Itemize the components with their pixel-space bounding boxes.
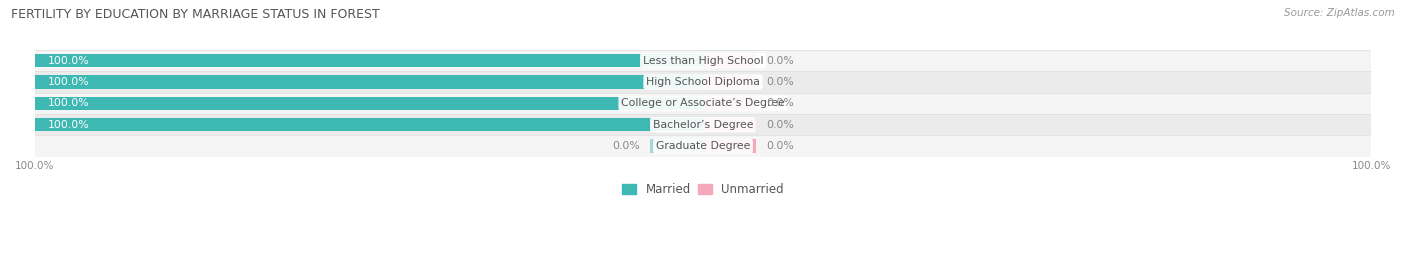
Bar (703, 97, 756, 110)
Bar (703, 54, 756, 67)
Text: Less than High School: Less than High School (643, 56, 763, 66)
Text: 100.0%: 100.0% (48, 98, 90, 108)
Bar (35, 50, 1371, 71)
Bar (35, 97, 703, 110)
Text: College or Associate’s Degree: College or Associate’s Degree (621, 98, 785, 108)
Text: Source: ZipAtlas.com: Source: ZipAtlas.com (1284, 8, 1395, 18)
Bar (650, 139, 703, 153)
Text: 0.0%: 0.0% (766, 141, 794, 151)
Text: 100.0%: 100.0% (48, 77, 90, 87)
Bar (703, 118, 756, 131)
Text: 0.0%: 0.0% (766, 56, 794, 66)
Bar (35, 135, 1371, 157)
Bar (703, 139, 756, 153)
Text: 100.0%: 100.0% (48, 56, 90, 66)
Bar (35, 93, 1371, 114)
Bar (35, 71, 1371, 93)
Text: 0.0%: 0.0% (612, 141, 640, 151)
Text: High School Diploma: High School Diploma (647, 77, 759, 87)
Text: Bachelor’s Degree: Bachelor’s Degree (652, 120, 754, 130)
Text: 0.0%: 0.0% (766, 98, 794, 108)
Bar (35, 75, 703, 89)
Text: 100.0%: 100.0% (48, 120, 90, 130)
Text: FERTILITY BY EDUCATION BY MARRIAGE STATUS IN FOREST: FERTILITY BY EDUCATION BY MARRIAGE STATU… (11, 8, 380, 21)
Text: Graduate Degree: Graduate Degree (655, 141, 751, 151)
Bar (35, 54, 703, 67)
Legend: Married, Unmarried: Married, Unmarried (621, 183, 785, 196)
Text: 0.0%: 0.0% (766, 120, 794, 130)
Text: 0.0%: 0.0% (766, 77, 794, 87)
Bar (35, 114, 1371, 135)
Bar (703, 75, 756, 89)
Bar (35, 118, 703, 131)
